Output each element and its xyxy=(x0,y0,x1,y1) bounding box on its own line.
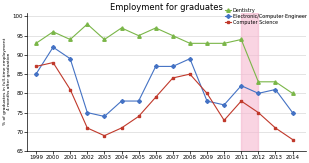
Bar xyxy=(241,13,258,151)
Y-axis label: % of graduates in full-time employment
4 months after graduation: % of graduates in full-time employment 4… xyxy=(3,38,11,126)
Title: Employment for graduates: Employment for graduates xyxy=(110,3,223,12)
Legend: Dentistry, Electronic/Computer Engineer, Computer Science: Dentistry, Electronic/Computer Engineer,… xyxy=(225,8,307,25)
